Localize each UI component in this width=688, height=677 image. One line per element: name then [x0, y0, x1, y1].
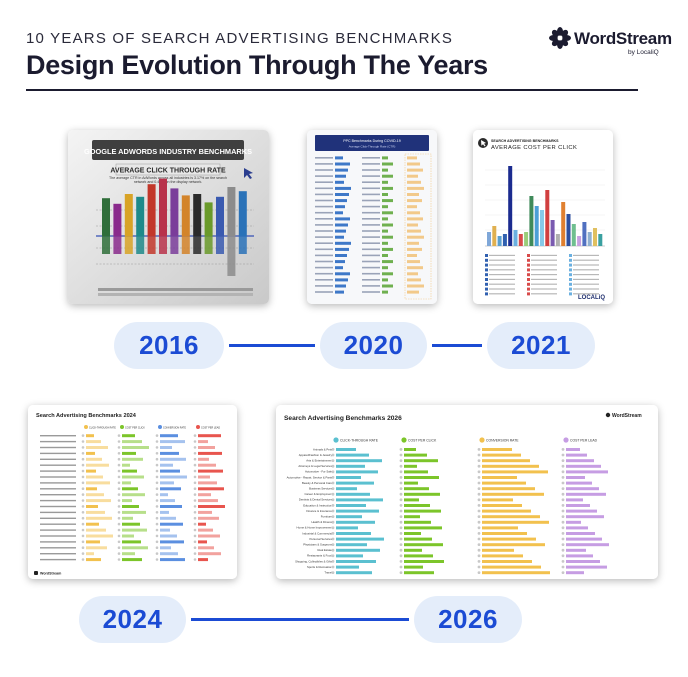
category-label-2026: Dentists & Dental Services [299, 498, 333, 502]
logo-2021: LOCALiQ [578, 295, 605, 301]
cursor-icon [481, 140, 486, 147]
bar-2016 [204, 202, 213, 236]
column-header-2024: CONVERSION RATE [163, 426, 186, 429]
columns-2024: CLICK-THROUGH RATE COST PER CLICK CONVERSI… [84, 425, 220, 429]
column-header-2026: COST PER LEAD [570, 439, 598, 443]
rows-2020 [315, 153, 432, 300]
category-label-2026: Finance & Insurance [306, 509, 332, 513]
bar-2016-lower [238, 236, 247, 254]
heading-2020: PPC Benchmarks During COVID-19 [343, 139, 401, 143]
bar-2016-lower [136, 236, 145, 254]
legend-2021 [485, 254, 599, 296]
category-label-2026: Shopping, Collectibles & Gifts [295, 559, 332, 563]
category-label-2026: Apparel/Fashion & Jewelry [299, 453, 333, 457]
thumbnail-2020: PPC Benchmarks During COVID-19 Average C… [307, 130, 437, 304]
rows-2024 [40, 434, 225, 562]
year-pill-2024: 2024 [79, 596, 186, 643]
rows-2026: Animals & Pets Apparel/Fashion & Jewelry A… [287, 447, 609, 575]
category-label-2026: Furniture [321, 515, 333, 519]
bar-2016-lower [159, 236, 167, 254]
thumbnail-2024: Search Advertising Benchmarks 2024 CLICK… [28, 405, 237, 579]
thumbnail-2026: Search Advertising Benchmarks 2026 WordS… [276, 405, 658, 579]
bar-2016-lower [124, 236, 133, 254]
category-label-2026: Beauty & Personal Care [302, 481, 332, 485]
thumbnail-2016: GOOGLE ADWORDS INDUSTRY BENCHMARKS AVERA… [68, 130, 269, 304]
bars-2016 [102, 178, 247, 276]
bar-2016 [159, 178, 167, 236]
category-label-2026: Home & Home Improvement [297, 526, 333, 530]
columns-2026: CLICK-THROUGH RATE COST PER CLICK CONVERSI… [333, 437, 598, 443]
category-label-2026: Career & Employment [304, 492, 332, 496]
column-header-2024: COST PER LEAD [201, 426, 220, 429]
bar-2016-lower [181, 236, 190, 254]
bar-2016 [227, 187, 236, 236]
bar-2016 [181, 195, 190, 236]
timeline-connector [191, 618, 409, 621]
thumbnail-2021: SEARCH ADVERTISING BENCHMARKS AVERAGE CO… [473, 130, 613, 304]
bar-2016-lower [227, 236, 236, 276]
category-label-2026: Education & Instruction [303, 503, 332, 507]
bar-2016 [113, 203, 122, 236]
category-label-2026: Sports & Recreation [307, 565, 332, 569]
column-header-2026: COST PER CLICK [408, 439, 437, 443]
page-title: Design Evolution Through The Years [26, 50, 488, 80]
year-pill-2026: 2026 [414, 596, 522, 643]
category-label-2026: Personal Services [309, 537, 332, 541]
year-pill-2021: 2021 [487, 322, 595, 369]
title-divider [26, 89, 638, 91]
brand-sub: by LocaliQ [628, 49, 659, 56]
timeline-connector [229, 344, 315, 347]
category-label-2026: Business Services [309, 487, 332, 491]
banner-2016: GOOGLE ADWORDS INDUSTRY BENCHMARKS [84, 147, 252, 156]
column-header-2024: CLICK-THROUGH RATE [89, 426, 116, 429]
bar-2016 [216, 196, 224, 236]
bar-2016-lower [204, 236, 213, 254]
column-header-2024: COST PER CLICK [125, 426, 145, 429]
bar-2016 [170, 188, 179, 236]
logo-2026: WordStream [612, 413, 642, 419]
brand-name: WordStream [574, 29, 672, 48]
wordstream-flower-icon [549, 27, 571, 49]
subheading-2020: Average Click-Through Rate (CTR) [349, 145, 396, 149]
column-header-2026: CLICK-THROUGH RATE [340, 439, 379, 443]
subtitle-2016: AVERAGE CLICK THROUGH RATE [110, 168, 226, 175]
bar-2016-lower [113, 236, 122, 254]
category-label-2026: Automotive - For Sale [305, 470, 332, 474]
bar-2016 [193, 194, 202, 236]
bar-2016-lower [147, 236, 156, 254]
heading-2024: Search Advertising Benchmarks 2024 [36, 413, 137, 419]
bars-2021 [487, 166, 603, 246]
kicker-2021: SEARCH ADVERTISING BENCHMARKS [491, 139, 559, 143]
column-header-2026: CONVERSION RATE [486, 439, 519, 443]
category-label-2026: Automotive - Repair, Service & Parts [287, 475, 333, 479]
year-pill-2016: 2016 [114, 322, 224, 369]
logo-2024: WordStream [40, 572, 61, 576]
description-2016: The average CTR in AdWords across all in… [109, 176, 227, 185]
category-label-2026: Attorneys & Legal Services [298, 464, 332, 468]
category-label-2026: Restaurants & Food [307, 554, 332, 558]
category-label-2026: Industrial & Commercial [302, 531, 332, 535]
heading-2021: AVERAGE COST PER CLICK [491, 145, 577, 151]
bar-2016-lower [102, 236, 110, 254]
bar-2016 [238, 191, 247, 236]
bar-2016-lower [193, 236, 202, 254]
cursor-icon [244, 168, 253, 179]
category-label-2026: Health & Fitness [311, 520, 332, 524]
bar-2016-lower [216, 236, 224, 254]
bar-2016 [147, 184, 156, 236]
category-label-2026: Arts & Entertainment [306, 459, 332, 463]
category-label-2026: Real Estate [318, 548, 333, 552]
bar-2016 [102, 198, 110, 236]
bar-2016 [124, 194, 133, 236]
heading-2026: Search Advertising Benchmarks 2026 [284, 415, 402, 422]
category-label-2026: Physicians & Surgeons [303, 543, 332, 547]
page-eyebrow: 10 YEARS OF SEARCH ADVERTISING BENCHMARK… [26, 30, 454, 47]
category-label-2026: Animals & Pets [313, 447, 333, 451]
year-pill-2020: 2020 [320, 322, 427, 369]
timeline-connector [432, 344, 482, 347]
brand-logo: WordStream by LocaliQ [549, 27, 672, 57]
category-label-2026: Travel [324, 571, 332, 575]
bar-2016 [136, 196, 145, 236]
bar-2016-lower [170, 236, 179, 254]
